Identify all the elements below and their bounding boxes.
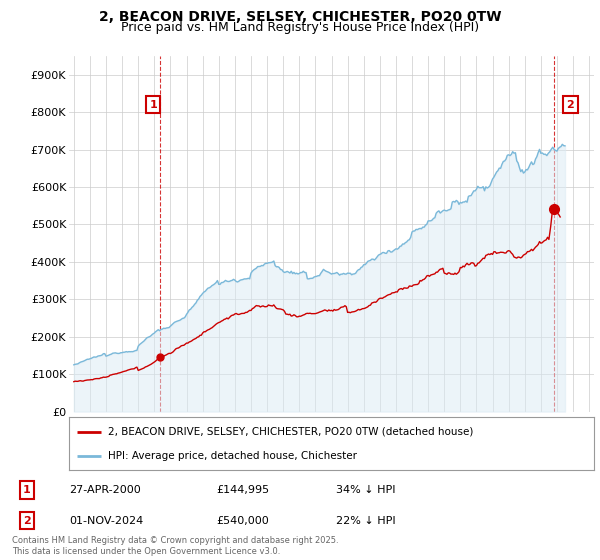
Text: 2, BEACON DRIVE, SELSEY, CHICHESTER, PO20 0TW: 2, BEACON DRIVE, SELSEY, CHICHESTER, PO2…: [99, 10, 501, 24]
Text: 22% ↓ HPI: 22% ↓ HPI: [336, 516, 395, 526]
Text: 34% ↓ HPI: 34% ↓ HPI: [336, 485, 395, 495]
Text: 1: 1: [23, 485, 31, 495]
Text: HPI: Average price, detached house, Chichester: HPI: Average price, detached house, Chic…: [109, 451, 358, 461]
Text: £144,995: £144,995: [216, 485, 269, 495]
Text: £540,000: £540,000: [216, 516, 269, 526]
Text: Price paid vs. HM Land Registry's House Price Index (HPI): Price paid vs. HM Land Registry's House …: [121, 21, 479, 34]
Text: 2, BEACON DRIVE, SELSEY, CHICHESTER, PO20 0TW (detached house): 2, BEACON DRIVE, SELSEY, CHICHESTER, PO2…: [109, 427, 474, 437]
Text: 1: 1: [149, 100, 157, 110]
Text: 27-APR-2000: 27-APR-2000: [69, 485, 141, 495]
Text: 2: 2: [23, 516, 31, 526]
Text: 2: 2: [566, 100, 574, 110]
Text: 01-NOV-2024: 01-NOV-2024: [69, 516, 143, 526]
Text: Contains HM Land Registry data © Crown copyright and database right 2025.
This d: Contains HM Land Registry data © Crown c…: [12, 536, 338, 556]
